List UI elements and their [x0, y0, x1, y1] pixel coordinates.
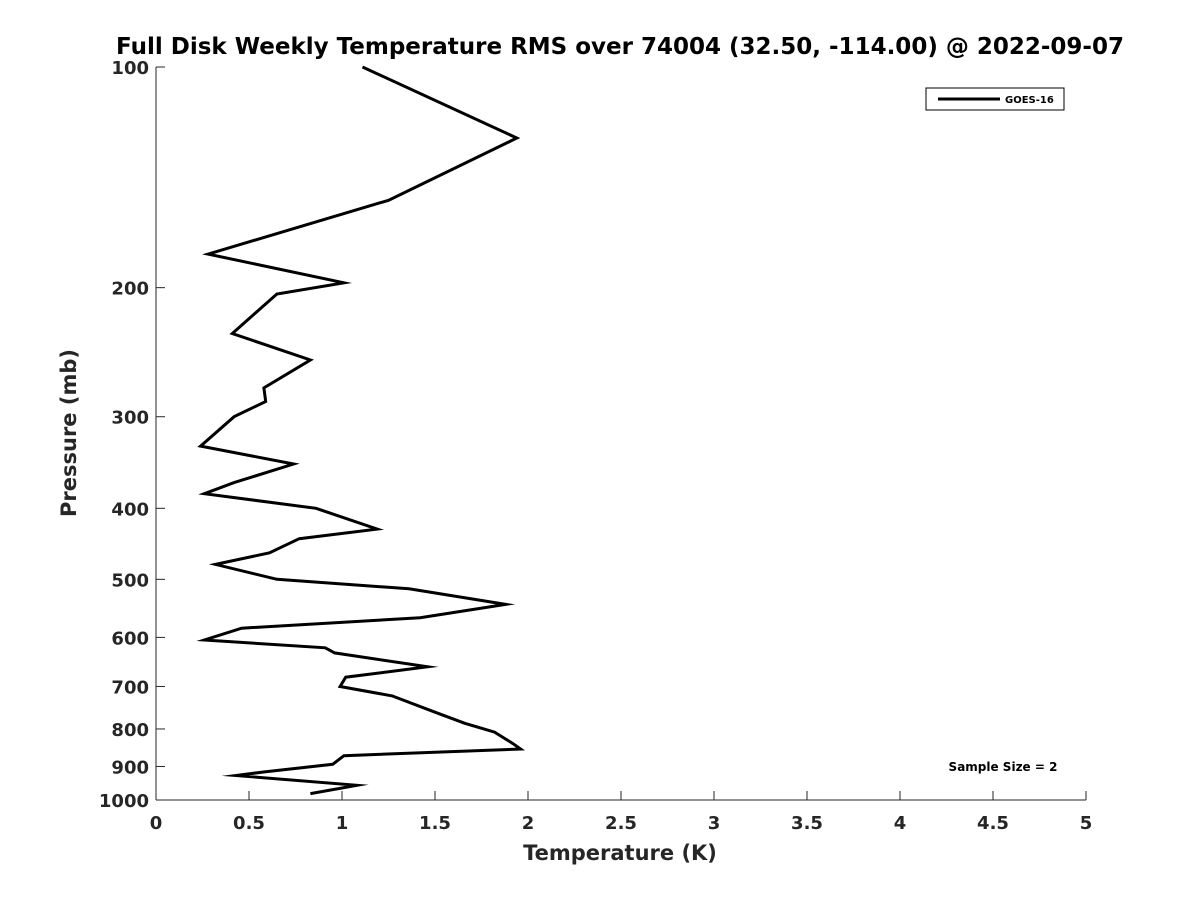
axes: 0 0.5 1 1.5 2 2.5 3 3.5 4 4.5 5 100 200 300 400 500 600 7… — [99, 58, 1092, 834]
legend: GOES-16 — [925, 87, 1065, 111]
y-tick-label: 500 — [111, 570, 149, 591]
x-tick-label: 1 — [336, 813, 349, 834]
legend-label-goes-16: GOES-16 — [1005, 95, 1054, 106]
series-layer — [196, 65, 526, 796]
x-tick-label: 3.5 — [791, 813, 823, 834]
series-line-goes-16 — [196, 65, 526, 796]
sample-size-annotation: Sample Size = 2 — [949, 760, 1058, 774]
plot-area — [156, 67, 1086, 800]
y-tick-label: 1000 — [99, 791, 149, 812]
x-tick-label: 2.5 — [605, 813, 637, 834]
x-tick-label: 3 — [708, 813, 721, 834]
y-tick-label: 700 — [111, 677, 149, 698]
chart-title: Full Disk Weekly Temperature RMS over 74… — [116, 34, 1124, 60]
y-tick-label: 400 — [111, 499, 149, 520]
y-tick-label: 200 — [111, 279, 149, 300]
x-tick-label: 0 — [150, 813, 163, 834]
x-tick-label: 4 — [894, 813, 907, 834]
x-tick-label: 2 — [522, 813, 535, 834]
y-tick-label: 100 — [111, 58, 149, 79]
x-tick-label: 5 — [1080, 813, 1093, 834]
x-tick-label: 0.5 — [233, 813, 265, 834]
x-tick-label: 1.5 — [419, 813, 451, 834]
y-tick-label: 800 — [111, 720, 149, 741]
x-axis-label: Temperature (K) — [523, 841, 717, 865]
y-tick-label: 600 — [111, 628, 149, 649]
y-tick-label: 300 — [111, 408, 149, 429]
y-axis-label: Pressure (mb) — [57, 349, 81, 517]
x-tick-label: 4.5 — [977, 813, 1009, 834]
y-tick-label: 900 — [111, 757, 149, 778]
